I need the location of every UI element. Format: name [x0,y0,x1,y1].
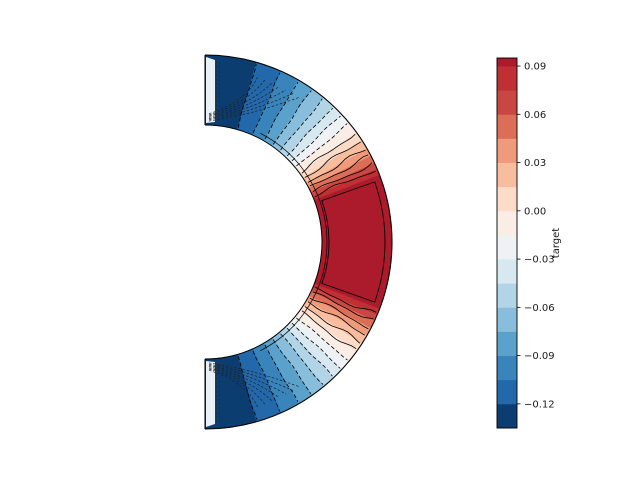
contour-line [280,333,324,385]
colorbar-frame [496,57,518,429]
inner-arc [204,124,323,360]
colorbar-segment [497,379,517,405]
colorbar-tick-label: 0.09 [524,62,546,73]
boundary-layer-contour-line [208,79,266,116]
colorbar-segment [497,162,517,188]
colorbar-segment [497,355,517,381]
contour-line [252,72,281,134]
colorbar-segment [497,90,517,115]
contour-line [314,170,377,198]
annulus-bands [204,54,393,430]
boundary-layer-contours [208,75,301,409]
colorbar: 0.09 0.06 0.03 0.00 −0.03 −0.06 −0.09 −0.12 [496,57,555,429]
boundary-layer-contour-line [208,89,287,119]
contour-line [237,356,258,420]
contour-line [272,339,312,394]
boundary-layer-contour-line [208,366,280,398]
contour-line [296,317,348,361]
contour-line [314,286,377,313]
contour-line [252,350,281,412]
boundary-layer-strips [206,57,220,427]
contour-line [304,306,361,344]
colorbar-segment [497,138,517,163]
boundary-layer-contour-line [208,367,273,402]
colorbar-tick-label: 0.06 [524,110,546,121]
colorbar-segment [497,259,517,284]
contour-line [296,123,348,167]
boundary-layer-contour-line [208,363,294,391]
colorbar-segment [497,66,517,91]
contour-line [301,310,357,350]
contour-line [307,149,366,183]
boundary-layer-contour-line [208,75,259,115]
colorbar-segment [497,403,517,429]
contour-line [312,162,373,193]
boundary-layer-contour-line [208,93,294,121]
colorbar-tick-label: −0.03 [524,255,555,266]
contour-line [286,107,334,157]
contour-line [309,297,369,330]
colorbar-tick-label: −0.06 [524,303,555,314]
contour-line [301,133,356,174]
boundary-layer-contour-line [208,96,301,122]
colorbar-label: target [551,228,562,258]
contour-line [280,98,323,151]
colorbar-segment [497,210,517,236]
annulus-outline [204,54,393,430]
outer-arc [204,54,393,430]
boundary-layer-contour-line [208,368,266,405]
contour-line [260,132,328,352]
boundary-layer-strip [206,57,215,123]
contour-line [304,141,361,178]
boundary-layer-contour-line [208,365,287,395]
colorbar-segment [497,283,517,308]
contour-line [307,301,365,336]
colorbar-tick-label: −0.12 [524,399,555,410]
contour-line [321,181,386,303]
contour-line [286,327,333,377]
boundary-layer-strip [206,361,215,427]
contour-line [272,90,312,145]
colorbar-segment [497,186,517,212]
colorbar-segment [497,234,517,260]
contour-line [264,344,299,403]
contour-line [309,154,369,187]
contour-line [291,115,341,162]
boundary-layer-contour-line [208,82,273,117]
contour-line [264,81,299,140]
colorbar-segment [497,307,517,332]
contour-line [291,322,341,369]
colorbar-tick-label: −0.09 [524,351,555,362]
boundary-layer-contour-line [208,369,259,409]
colorbar-segment [497,114,517,139]
contour-lines [237,64,386,420]
contour-line [312,291,374,320]
colorbar-segment [497,331,517,357]
colorbar-segment [497,58,517,67]
boundary-layer-contour-line [208,86,280,118]
contour-line [237,64,257,128]
colorbar-tick-label: 0.00 [524,206,546,217]
colorbar-tick-label: 0.03 [524,158,546,169]
boundary-layer-contour-line [208,362,301,388]
